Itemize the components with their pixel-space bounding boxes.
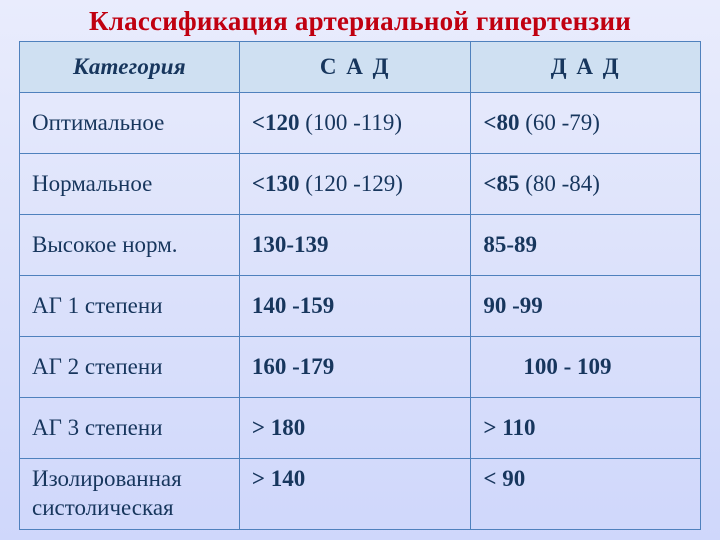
table-row: Оптимальное <120 (100 -119) <80 (60 -79) [20,93,701,154]
cell-dad: <85 (80 -84) [471,154,701,215]
cell-sad: > 180 [239,398,471,459]
col-header-dad: Д А Д [471,42,701,93]
page-title: Классификация артериальной гипертензии [10,6,710,37]
cell-dad: <80 (60 -79) [471,93,701,154]
cell-category: Изолированная систолическая [20,459,240,530]
cell-category: АГ 3 степени [20,398,240,459]
cell-category: АГ 2 степени [20,337,240,398]
cell-dad: 90 -99 [471,276,701,337]
cell-dad: > 110 [471,398,701,459]
cell-dad: 85-89 [471,215,701,276]
cell-category: Высокое норм. [20,215,240,276]
col-header-sad: С А Д [239,42,471,93]
table-row: Высокое норм. 130-139 85-89 [20,215,701,276]
table-row: Нормальное <130 (120 -129) <85 (80 -84) [20,154,701,215]
cell-sad: 160 -179 [239,337,471,398]
cell-sad: 130-139 [239,215,471,276]
table-row: АГ 2 степени 160 -179 100 - 109 [20,337,701,398]
cell-sad: > 140 [239,459,471,530]
table-row: Изолированная систолическая > 140 < 90 [20,459,701,530]
table-row: АГ 1 степени 140 -159 90 -99 [20,276,701,337]
table-header-row: Категория С А Д Д А Д [20,42,701,93]
cell-category: АГ 1 степени [20,276,240,337]
cell-category: Оптимальное [20,93,240,154]
cell-sad: 140 -159 [239,276,471,337]
cell-category: Нормальное [20,154,240,215]
cell-dad: < 90 [471,459,701,530]
table-row: АГ 3 степени > 180 > 110 [20,398,701,459]
cell-sad: <130 (120 -129) [239,154,471,215]
cell-dad: 100 - 109 [471,337,701,398]
classification-table: Категория С А Д Д А Д Оптимальное <120 (… [19,41,701,530]
cell-sad: <120 (100 -119) [239,93,471,154]
col-header-category: Категория [20,42,240,93]
